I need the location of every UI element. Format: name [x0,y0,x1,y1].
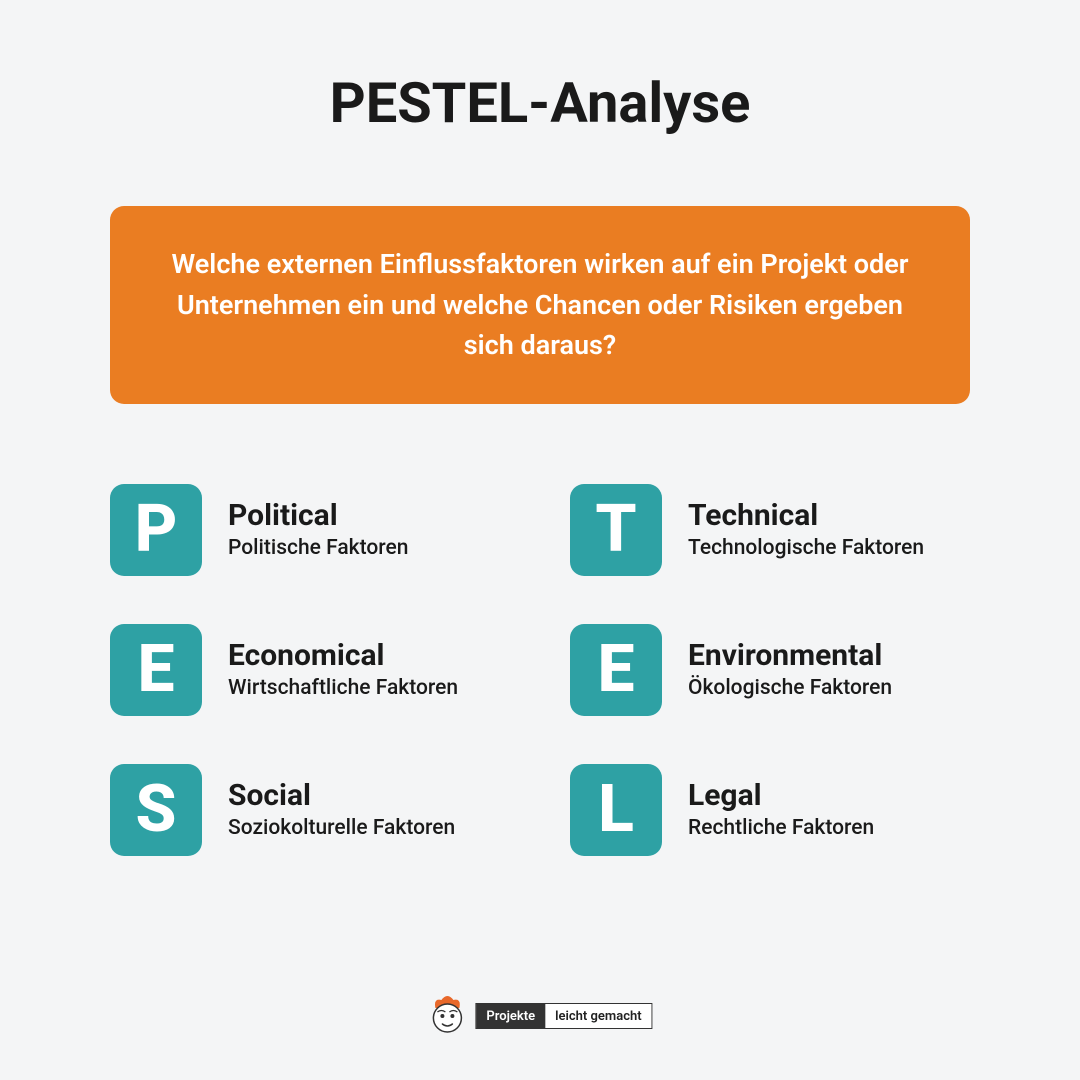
item-title-en: Technical [688,499,924,532]
footer-logo: Projekte leicht gemacht [427,994,652,1038]
brand-light: leicht gemacht [545,1004,651,1028]
item-text: Legal Rechtliche Faktoren [688,779,874,840]
item-text: Social Soziokolturelle Faktoren [228,779,455,840]
item-title-de: Soziokolturelle Faktoren [228,816,455,840]
pestel-item: P Political Politische Faktoren [110,484,510,576]
letter-box: T [570,484,662,576]
item-title-en: Environmental [688,639,892,672]
item-title-en: Economical [228,639,458,672]
item-text: Political Politische Faktoren [228,499,408,560]
item-title-de: Wirtschaftliche Faktoren [228,676,458,700]
item-text: Economical Wirtschaftliche Faktoren [228,639,458,700]
pestel-grid: P Political Politische Faktoren T Techni… [110,484,970,856]
callout-box: Welche externen Einflussfaktoren wirken … [110,206,970,404]
letter: P [135,497,178,563]
pestel-item: E Environmental Ökologische Faktoren [570,624,970,716]
item-title-de: Technologische Faktoren [688,536,924,560]
brand-badge: Projekte leicht gemacht [475,1003,652,1029]
item-title-en: Political [228,499,408,532]
letter: E [137,637,174,703]
item-title-de: Ökologische Faktoren [688,676,892,700]
pestel-item: T Technical Technologische Faktoren [570,484,970,576]
letter: L [598,777,634,843]
mascot-icon [427,994,467,1038]
item-text: Environmental Ökologische Faktoren [688,639,892,700]
pestel-item: S Social Soziokolturelle Faktoren [110,764,510,856]
callout-text: Welche externen Einflussfaktoren wirken … [171,248,908,361]
brand-dark: Projekte [476,1004,545,1028]
letter: E [597,637,634,703]
pestel-item: L Legal Rechtliche Faktoren [570,764,970,856]
letter-box: S [110,764,202,856]
letter-box: E [570,624,662,716]
page-title: PESTEL-Analyse [0,0,1080,136]
letter-box: P [110,484,202,576]
letter: S [136,777,177,843]
item-title-en: Social [228,779,455,812]
letter-box: L [570,764,662,856]
pestel-item: E Economical Wirtschaftliche Faktoren [110,624,510,716]
item-title-en: Legal [688,779,874,812]
item-title-de: Politische Faktoren [228,536,408,560]
item-title-de: Rechtliche Faktoren [688,816,874,840]
letter: T [595,497,636,563]
item-text: Technical Technologische Faktoren [688,499,924,560]
letter-box: E [110,624,202,716]
